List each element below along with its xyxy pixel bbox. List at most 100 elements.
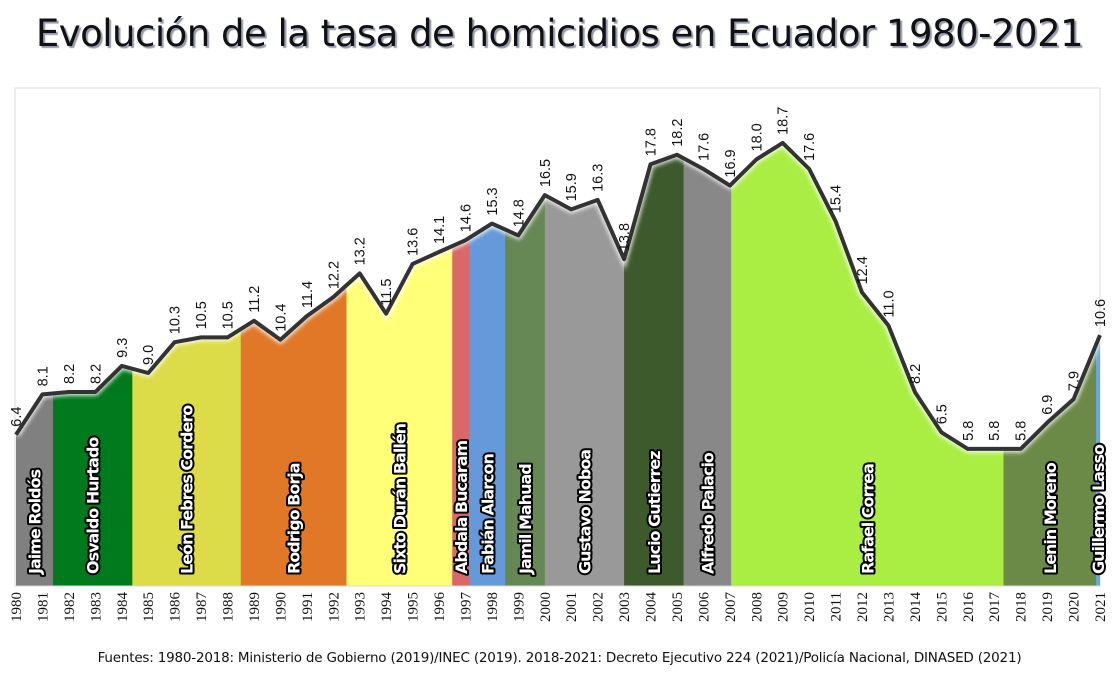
year-tick-label: 1986 bbox=[168, 592, 184, 623]
year-tick-label: 1997 bbox=[459, 592, 475, 623]
year-tick-label: 2006 bbox=[696, 592, 712, 623]
year-tick-label: 1989 bbox=[247, 592, 263, 622]
year-tick-label: 1981 bbox=[35, 592, 51, 622]
value-label: 13.2 bbox=[353, 237, 369, 265]
value-label: 6.4 bbox=[9, 407, 25, 427]
value-label: 10.5 bbox=[221, 301, 237, 329]
president-label: Jamil Mahuad bbox=[516, 464, 535, 575]
president-labels: Jaime Roldós Osvaldo Hurtado León Febres C… bbox=[24, 403, 1111, 577]
year-tick-label: 1988 bbox=[221, 592, 237, 622]
year-tick-label: 2004 bbox=[644, 592, 660, 623]
president-label: Lucio Gutierrez bbox=[645, 451, 664, 574]
value-label: 14.1 bbox=[432, 216, 448, 244]
value-label: 12.4 bbox=[855, 256, 871, 284]
year-tick-label: 1994 bbox=[379, 592, 395, 623]
president-label: Rafael Correa bbox=[858, 464, 877, 574]
value-label: 18.0 bbox=[749, 123, 765, 151]
year-tick-label: 2014 bbox=[908, 592, 924, 623]
value-label: 17.8 bbox=[644, 128, 660, 156]
president-band bbox=[452, 142, 470, 587]
value-label: 15.9 bbox=[564, 173, 580, 201]
value-label: 5.8 bbox=[987, 421, 1003, 441]
value-label: 16.5 bbox=[538, 159, 554, 187]
year-tick-label: 1991 bbox=[300, 592, 316, 622]
year-tick-label: 1998 bbox=[485, 592, 501, 622]
value-label: 18.7 bbox=[776, 107, 792, 135]
year-tick-label: 2003 bbox=[617, 592, 633, 622]
president-label: Fabián Alarcon bbox=[478, 453, 497, 574]
year-tick-label: 1995 bbox=[406, 592, 422, 622]
year-tick-label: 2010 bbox=[802, 592, 818, 622]
year-tick-label: 1987 bbox=[194, 592, 210, 623]
president-label: Sixto Durán Ballén bbox=[390, 423, 409, 574]
value-label: 13.6 bbox=[406, 228, 422, 256]
year-tick-label: 2021 bbox=[1093, 592, 1109, 622]
president-label: Jaime Roldós bbox=[26, 469, 45, 575]
data-value-labels: 6.4 8.1 8.2 8.2 9.3 9.0 10.3 10.5 10.5 11.2 10.4 11… bbox=[9, 107, 1109, 441]
x-axis-year-labels: 1980 1981 1982 1983 1984 1985 1986 1987 1988 1989… bbox=[9, 592, 1109, 623]
value-label: 10.3 bbox=[168, 306, 184, 334]
year-tick-label: 2018 bbox=[1014, 592, 1030, 622]
value-label: 18.2 bbox=[670, 119, 686, 147]
value-label: 8.1 bbox=[35, 366, 51, 386]
homicide-rate-area-chart: Jaime Roldós Osvaldo Hurtado León Febres C… bbox=[9, 87, 1111, 623]
value-label: 11.4 bbox=[300, 281, 316, 308]
source-note: Fuentes: 1980-2018: Ministerio de Gobier… bbox=[97, 650, 1022, 666]
chart-title: Evolución de la tasa de homicidios en Ec… bbox=[35, 12, 1084, 55]
president-label: Rodrigo Borja bbox=[285, 463, 304, 574]
president-label: Alfredo Palacio bbox=[698, 452, 717, 574]
year-tick-label: 2020 bbox=[1067, 592, 1083, 622]
president-label: Osvaldo Hurtado bbox=[84, 437, 103, 574]
value-label: 14.6 bbox=[459, 204, 475, 232]
year-tick-label: 2013 bbox=[882, 592, 898, 622]
year-tick-label: 1980 bbox=[9, 592, 25, 622]
value-label: 10.6 bbox=[1093, 299, 1109, 327]
year-tick-label: 1996 bbox=[432, 592, 448, 623]
president-band bbox=[683, 142, 732, 587]
year-tick-label: 2001 bbox=[564, 592, 580, 622]
value-label: 16.9 bbox=[723, 149, 739, 177]
value-label: 6.9 bbox=[1040, 395, 1056, 415]
year-tick-label: 2009 bbox=[776, 592, 792, 622]
value-label: 12.2 bbox=[326, 261, 342, 289]
value-label: 16.3 bbox=[591, 164, 607, 192]
value-label: 9.3 bbox=[115, 338, 131, 358]
year-tick-label: 2012 bbox=[855, 592, 871, 622]
year-tick-label: 1983 bbox=[88, 592, 104, 622]
year-tick-label: 2019 bbox=[1040, 592, 1056, 622]
president-label: León Febres Cordero bbox=[178, 405, 197, 574]
value-label: 8.2 bbox=[908, 364, 924, 384]
homicide-rate-line bbox=[14, 140, 1102, 451]
value-label: 7.9 bbox=[1067, 371, 1083, 391]
year-tick-label: 1990 bbox=[273, 592, 289, 622]
value-label: 15.4 bbox=[829, 185, 845, 213]
year-tick-label: 2008 bbox=[749, 592, 765, 622]
year-tick-label: 2000 bbox=[538, 592, 554, 622]
value-label: 8.2 bbox=[88, 364, 104, 384]
year-tick-label: 2011 bbox=[829, 592, 845, 621]
year-tick-label: 2005 bbox=[670, 592, 686, 622]
year-tick-label: 1993 bbox=[353, 592, 369, 622]
value-label: 9.0 bbox=[141, 345, 157, 365]
value-label: 14.8 bbox=[511, 199, 527, 227]
year-tick-label: 2015 bbox=[934, 592, 950, 622]
year-tick-label: 1985 bbox=[141, 592, 157, 622]
value-label: 17.6 bbox=[696, 133, 712, 161]
year-tick-label: 1984 bbox=[115, 592, 131, 623]
president-label: Lenin Moreno bbox=[1041, 462, 1060, 574]
value-label: 6.5 bbox=[934, 404, 950, 424]
year-tick-label: 2017 bbox=[987, 592, 1003, 623]
year-tick-label: 1999 bbox=[511, 592, 527, 622]
value-label: 17.6 bbox=[802, 133, 818, 161]
value-label: 10.4 bbox=[273, 304, 289, 332]
president-band bbox=[1096, 142, 1100, 587]
president-label: Gustavo Noboa bbox=[575, 450, 594, 574]
value-label: 13.8 bbox=[617, 223, 633, 251]
year-tick-label: 2002 bbox=[591, 592, 607, 622]
value-label: 11.0 bbox=[882, 290, 898, 317]
year-tick-label: 1982 bbox=[62, 592, 78, 622]
value-label: 15.3 bbox=[485, 187, 501, 215]
value-label: 11.5 bbox=[379, 279, 395, 306]
president-label: Abdala Bucaram bbox=[452, 441, 471, 574]
value-label: 5.8 bbox=[1014, 421, 1030, 441]
